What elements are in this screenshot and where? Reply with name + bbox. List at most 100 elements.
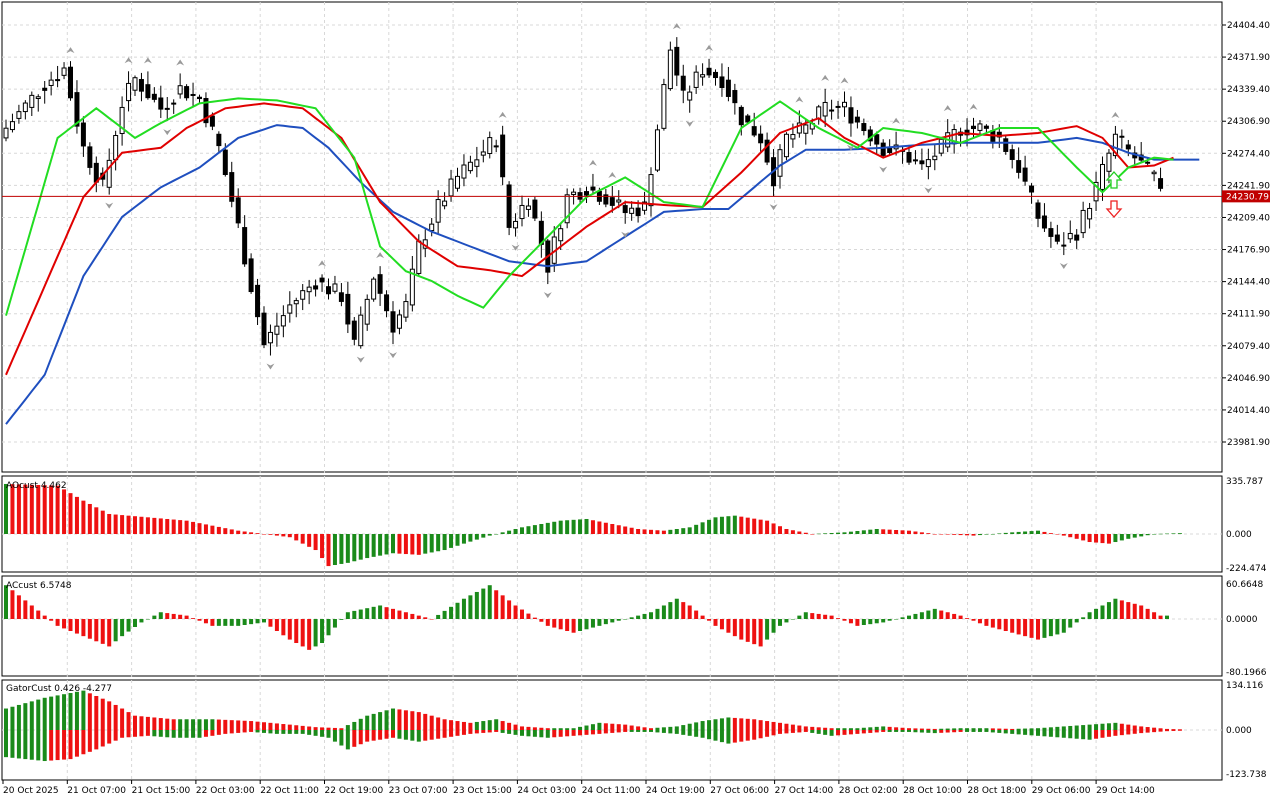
gator-upper-bar <box>74 691 79 730</box>
grid-lines <box>2 2 1222 780</box>
gator-upper-bar <box>242 720 247 730</box>
hist-bar <box>674 528 679 534</box>
gator-lower-bar <box>526 730 531 737</box>
gator-lower-bar <box>616 730 621 733</box>
gator-lower-bar <box>687 730 692 736</box>
gator-lower-bar <box>1042 730 1047 737</box>
gator-lower-bar <box>487 730 492 733</box>
hist-bar <box>262 619 266 623</box>
hist-bar <box>352 534 357 562</box>
bull-candle <box>648 174 654 207</box>
gator-lower-bar <box>332 730 337 742</box>
gator-upper-bar <box>1061 726 1066 730</box>
hist-bar <box>410 534 415 555</box>
hist-bar <box>449 606 454 619</box>
hist-bar <box>42 485 47 534</box>
hist-bar <box>255 533 260 534</box>
hist-bar <box>287 619 292 640</box>
gator-upper-bar <box>861 727 866 730</box>
gator-upper-bar <box>571 728 576 730</box>
hist-bar <box>732 515 737 534</box>
hist-bar <box>242 531 247 534</box>
gator-upper-bar <box>578 726 583 730</box>
gator-lower-bar <box>384 730 389 739</box>
hist-bar <box>977 619 982 624</box>
hist-bar <box>713 619 718 626</box>
bear-candle <box>255 284 261 318</box>
gator-lower-bar <box>823 730 828 735</box>
hist-bar <box>391 534 395 554</box>
gator-upper-bar <box>1029 728 1034 730</box>
bull-candle <box>629 207 635 214</box>
bear-candle <box>829 109 835 112</box>
gator-upper-bar <box>197 719 202 730</box>
gator-lower-bar <box>603 730 608 734</box>
bull-candle <box>442 200 448 207</box>
bear-candle <box>145 84 151 99</box>
bull-candle <box>280 315 286 327</box>
hist-bar <box>397 610 402 619</box>
hist-bar <box>887 619 892 621</box>
gator-lower-bar <box>539 730 544 738</box>
hist-bar <box>874 528 879 534</box>
gator-lower-bar <box>429 730 434 740</box>
gator-lower-bar <box>49 730 54 761</box>
hist-bar <box>68 619 73 632</box>
gator-upper-bar <box>62 694 67 730</box>
bull-candle <box>803 124 809 134</box>
hist-bar <box>823 614 828 619</box>
hist-bar <box>74 496 79 534</box>
bear-candle <box>1041 215 1047 229</box>
bear-candle <box>1003 138 1009 152</box>
hist-bar <box>197 619 202 621</box>
hist-bar <box>900 530 905 534</box>
gator-lower-bar <box>320 730 325 737</box>
gator-lower-bar <box>107 730 112 744</box>
hist-bar <box>597 521 602 534</box>
fractal-up-icon <box>943 105 952 112</box>
gator-lower-bar <box>436 730 441 739</box>
gator-lower-bar <box>1145 730 1150 733</box>
gator-upper-bar <box>410 711 415 730</box>
hist-bar <box>752 518 757 534</box>
gator-lower-bar <box>249 730 254 732</box>
gator-upper-bar <box>1132 725 1137 730</box>
hist-bar <box>565 520 570 534</box>
gator-upper-bar <box>887 726 892 730</box>
hist-bar <box>1061 619 1066 633</box>
hist-bar <box>584 518 589 534</box>
gator-label: GatorCust 0.426 -4.277 <box>6 684 112 694</box>
bear-candle <box>248 258 254 293</box>
gator-upper-bar <box>42 697 47 730</box>
hist-bar <box>1106 534 1111 544</box>
hist-bar <box>1165 533 1169 535</box>
bear-candle <box>1061 244 1067 247</box>
hist-bar <box>778 526 782 534</box>
hist-bar <box>158 518 163 534</box>
hist-bar <box>513 605 518 619</box>
gator-tick-zero: 0.000 <box>1226 726 1252 736</box>
gator-upper-bar <box>307 726 312 730</box>
gator-upper-bar <box>4 708 8 730</box>
hist-bar <box>36 610 41 619</box>
time-tick-label: 24 Oct 03:00 <box>517 786 576 796</box>
gator-upper-bar <box>223 719 228 730</box>
hist-bar <box>603 619 608 625</box>
hist-bar <box>765 619 770 640</box>
hist-bar <box>984 534 989 535</box>
hist-bar <box>1145 534 1150 536</box>
hist-bar <box>429 619 434 620</box>
hist-bar <box>1010 619 1015 633</box>
ac-tick-top: 60.6648 <box>1226 580 1263 590</box>
hist-bar <box>23 484 28 534</box>
hist-bar <box>726 619 731 633</box>
hist-bar <box>55 619 60 626</box>
bull-candle <box>1100 163 1105 190</box>
hist-bar <box>145 619 150 620</box>
gator-lower-bar <box>1016 730 1021 735</box>
gator-upper-bar <box>1158 728 1163 730</box>
time-tick-label: 27 Oct 06:00 <box>710 786 769 796</box>
hist-bar <box>700 522 705 534</box>
gator-lower-bar <box>236 730 241 733</box>
